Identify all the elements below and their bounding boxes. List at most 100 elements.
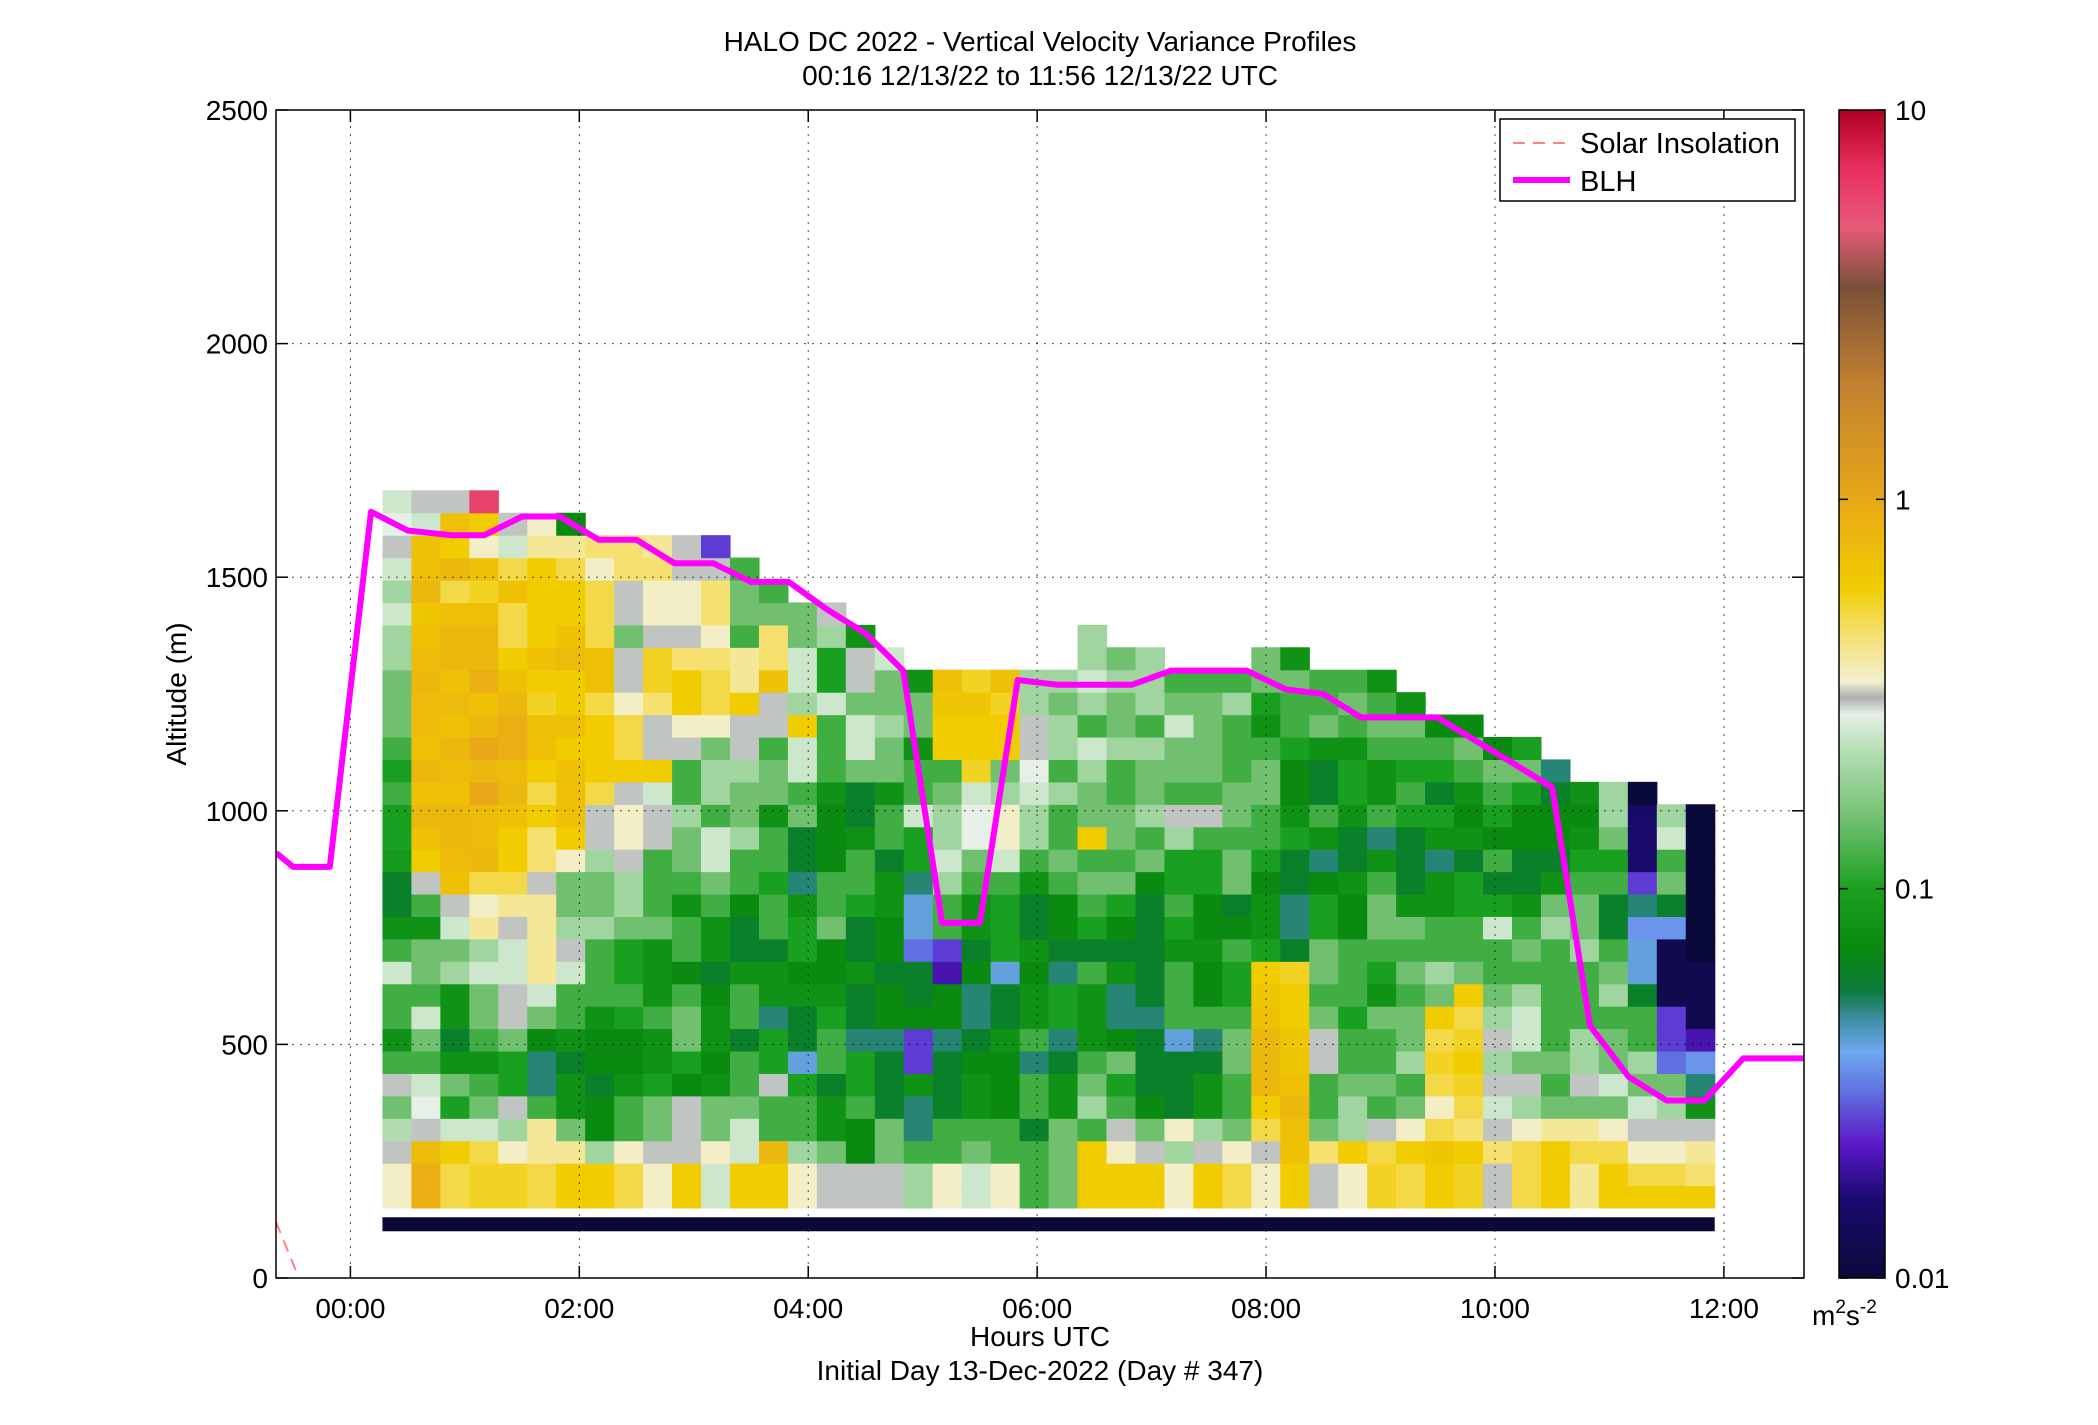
- heatmap-cell: [1193, 1073, 1223, 1097]
- heatmap-cell: [1309, 759, 1339, 783]
- heatmap-cell: [1106, 1163, 1137, 1187]
- heatmap-cell: [643, 916, 673, 940]
- heatmap-cell: [990, 983, 1021, 1007]
- heatmap-cell: [1511, 1185, 1542, 1209]
- heatmap-cell: [643, 1118, 673, 1142]
- heatmap-cell: [701, 983, 731, 1007]
- heatmap-cell: [816, 1073, 847, 1097]
- heatmap-cell: [643, 1006, 673, 1030]
- heatmap-cell: [614, 1050, 644, 1074]
- heatmap-cell: [498, 1140, 528, 1164]
- heatmap-cell: [845, 1050, 876, 1074]
- heatmap-cell: [498, 557, 528, 581]
- heatmap-cell: [672, 1095, 702, 1119]
- heatmap-cell: [816, 826, 847, 850]
- heatmap-cell: [990, 938, 1021, 962]
- heatmap-cell: [1164, 826, 1194, 850]
- heatmap-cell: [498, 938, 528, 962]
- heatmap-cell: [411, 849, 441, 873]
- heatmap-cell: [816, 647, 847, 671]
- heatmap-cell: [845, 916, 876, 940]
- heatmap-cell: [1511, 871, 1542, 895]
- heatmap-cell: [701, 804, 731, 828]
- heatmap-cell: [1454, 849, 1484, 873]
- heatmap-cell: [1511, 1073, 1542, 1097]
- heatmap-cell: [440, 714, 470, 738]
- heatmap-cell: [1193, 1185, 1223, 1209]
- heatmap-cell: [1251, 871, 1281, 895]
- heatmap-cell: [469, 849, 499, 873]
- heatmap-cell: [411, 916, 441, 940]
- heatmap-cell: [932, 1185, 963, 1209]
- heatmap-cell: [527, 692, 557, 716]
- heatmap-cell: [729, 1140, 760, 1164]
- heatmap-cell: [643, 736, 673, 761]
- heatmap-cell: [1425, 1140, 1455, 1164]
- heatmap-cell: [1280, 714, 1310, 738]
- heatmap-cell: [903, 1163, 934, 1187]
- heatmap-cell: [1656, 1140, 1687, 1164]
- heatmap-cell: [1251, 961, 1281, 985]
- heatmap-cell: [1048, 961, 1079, 985]
- heatmap-cell: [556, 983, 586, 1007]
- heatmap-cell: [1222, 961, 1252, 985]
- heatmap-cell: [1656, 983, 1687, 1007]
- heatmap-cell: [469, 1095, 499, 1119]
- heatmap-cell: [990, 1140, 1021, 1164]
- heatmap-cell: [382, 938, 413, 962]
- heatmap-cell: [498, 893, 528, 917]
- heatmap-cell: [1454, 1163, 1484, 1187]
- heatmap-cell: [874, 692, 905, 716]
- heatmap-cell: [614, 714, 644, 738]
- heatmap-cell: [758, 602, 789, 626]
- x-tick-label: 04:00: [773, 1293, 843, 1324]
- heatmap-cell: [672, 1185, 702, 1209]
- heatmap-cell: [1019, 1118, 1050, 1142]
- heatmap-cell: [1598, 804, 1629, 828]
- heatmap-cell: [990, 893, 1021, 917]
- heatmap-cell: [1048, 1118, 1079, 1142]
- heatmap-cell: [440, 849, 470, 873]
- heatmap-cell: [961, 759, 992, 783]
- heatmap-cell: [382, 624, 413, 648]
- heatmap-cell: [729, 826, 760, 850]
- heatmap-cell: [411, 759, 441, 783]
- heatmap-cell: [643, 804, 673, 828]
- heatmap-cell: [1454, 1028, 1484, 1052]
- heatmap-cell: [440, 1050, 470, 1074]
- heatmap-cell: [990, 871, 1021, 895]
- heatmap-cell: [1569, 1140, 1600, 1164]
- heatmap-cell: [1540, 759, 1571, 783]
- heatmap-cell: [1106, 893, 1137, 917]
- heatmap-cell: [874, 938, 905, 962]
- heatmap-cell: [787, 759, 818, 783]
- heatmap-cell: [1077, 871, 1108, 895]
- heatmap-cell: [701, 1028, 731, 1052]
- heatmap-cell: [411, 490, 441, 514]
- heatmap-cell: [758, 893, 789, 917]
- heatmap-cell: [585, 1073, 615, 1097]
- heatmap-cell: [1222, 714, 1252, 738]
- heatmap-cell: [1338, 736, 1368, 761]
- heatmap-cell: [1106, 804, 1137, 828]
- heatmap-cell: [614, 961, 644, 985]
- heatmap-cell: [845, 1028, 876, 1052]
- heatmap-cell: [1222, 669, 1252, 693]
- heatmap-cell: [498, 781, 528, 805]
- heatmap-cell: [382, 557, 413, 581]
- heatmap-cell: [672, 1163, 702, 1187]
- heatmap-cell: [1540, 1118, 1571, 1142]
- heatmap-cell: [1483, 1118, 1513, 1142]
- heatmap-cell: [1106, 669, 1137, 693]
- heatmap-cell: [1656, 1118, 1687, 1142]
- heatmap-cell: [1483, 849, 1513, 873]
- heatmap-cell: [729, 1163, 760, 1187]
- heatmap-cell: [787, 871, 818, 895]
- heatmap-cell: [1511, 1163, 1542, 1187]
- heatmap-cell: [1685, 916, 1716, 940]
- heatmap-cell: [1309, 916, 1339, 940]
- heatmap-cell: [990, 826, 1021, 850]
- heatmap-cell: [1338, 1185, 1368, 1209]
- heatmap-cell: [440, 938, 470, 962]
- heatmap-cell: [729, 893, 760, 917]
